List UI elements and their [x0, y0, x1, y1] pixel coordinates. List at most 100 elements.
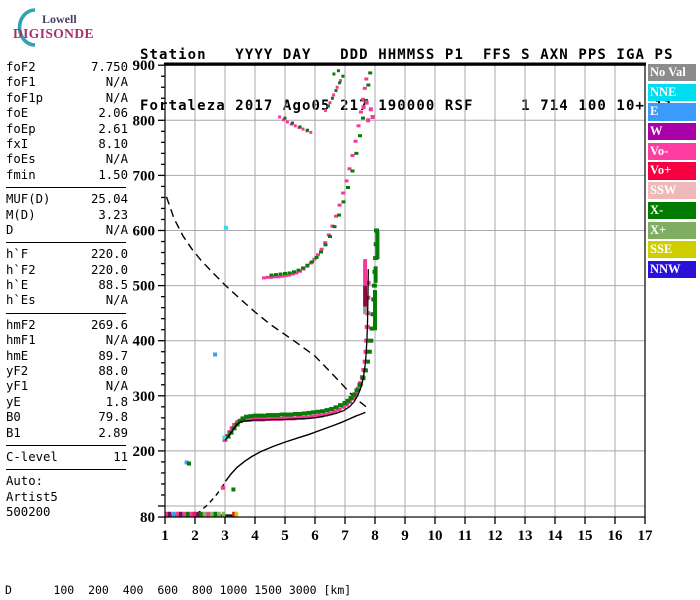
- divider: [6, 469, 126, 471]
- param-row-foF1p: foF1p N/A: [6, 91, 128, 106]
- legend-item-Vo-: Vo-: [648, 142, 696, 160]
- param-label: foF1: [6, 75, 36, 90]
- param-value: 7.750: [90, 60, 128, 74]
- param-value: 8.10: [98, 136, 128, 151]
- param-row-M-D-: M(D) 3.23: [6, 208, 128, 223]
- svg-text:12: 12: [488, 528, 503, 544]
- param-value: 88.0: [98, 364, 128, 379]
- param-label: D: [6, 222, 14, 237]
- param-row-hmE: hmE 89.7: [6, 349, 128, 364]
- param-value: 2.61: [98, 121, 128, 136]
- param-value: 220.0: [90, 262, 128, 277]
- param-label: h`Es: [6, 293, 36, 308]
- param-row-h-Es: h`Es N/A: [6, 293, 128, 308]
- svg-text:5: 5: [281, 528, 289, 544]
- param-row-foE: foE 2.06: [6, 106, 128, 121]
- param-value: 79.8: [98, 410, 128, 425]
- param-row-MUF-D-: MUF(D) 25.04: [6, 192, 128, 207]
- param-value: N/A: [105, 75, 128, 90]
- svg-text:7: 7: [341, 528, 349, 544]
- param-label: hmF2: [6, 317, 36, 332]
- svg-text:300: 300: [133, 389, 156, 405]
- svg-text:17: 17: [638, 528, 654, 544]
- svg-text:2: 2: [191, 528, 199, 544]
- axis-ticks: [158, 64, 646, 525]
- svg-text:500: 500: [133, 279, 156, 295]
- svg-text:200: 200: [133, 444, 156, 460]
- param-value: 2.06: [98, 106, 128, 121]
- param-row-hmF2: hmF2 269.6: [6, 318, 128, 333]
- legend-item-NNE: NNE: [648, 83, 696, 101]
- param-label: foE: [6, 106, 29, 121]
- legend-item-X+: X+: [648, 221, 696, 239]
- svg-text:80: 80: [140, 510, 155, 526]
- divider: [6, 312, 126, 314]
- profile-curve-solid: [225, 411, 366, 482]
- param-label: yE: [6, 394, 21, 409]
- header-fields-line: Station YYYY DAY DDD HHMMSS P1 FFS S AXN…: [140, 47, 674, 63]
- muf-transmission-curve: [165, 196, 370, 410]
- param-row-yF2: yF2 88.0: [6, 364, 128, 379]
- param-label: Artist5: [6, 489, 58, 504]
- param-row-Artist5: Artist5: [6, 490, 128, 505]
- param-label: 500200: [6, 505, 51, 520]
- legend-item-No-Val: No Val: [648, 64, 696, 82]
- param-row-h-F: h`F 220.0: [6, 247, 128, 262]
- lowell-digisonde-logo: Lowell DIGISONDE: [4, 4, 134, 50]
- legend-item-SSE: SSE: [648, 241, 696, 259]
- e-region-band: [164, 511, 239, 517]
- legend-item-Vo+: Vo+: [648, 162, 696, 180]
- param-label: h`F: [6, 247, 29, 262]
- svg-text:4: 4: [251, 528, 259, 544]
- param-row-Auto-: Auto:: [6, 474, 128, 489]
- y-axis-labels: 900 800 700 600 500 400 300 200 80: [133, 58, 156, 526]
- param-label: MUF(D): [6, 192, 51, 207]
- param-row-foF1: foF1 N/A: [6, 75, 128, 90]
- parameter-panel: foF2 7.750 foF1 N/A foF1p N/A foE 2.06 foEp 2.61 f…: [6, 60, 128, 521]
- param-value: N/A: [105, 333, 128, 348]
- param-value: N/A: [105, 293, 128, 308]
- param-value: 25.04: [90, 192, 128, 207]
- header-values-line: Fortaleza 2017 Ago05 217 190000 RSF 1 71…: [140, 98, 674, 114]
- legend-item-X-: X-: [648, 201, 696, 219]
- logo-arc-icon: [17, 8, 36, 47]
- param-value: N/A: [105, 222, 128, 237]
- param-value: 88.5: [98, 278, 128, 293]
- param-row-hmF1: hmF1 N/A: [6, 333, 128, 348]
- svg-text:700: 700: [133, 168, 156, 184]
- grid-lines: [165, 65, 645, 518]
- param-row-fxI: fxI 8.10: [6, 137, 128, 152]
- x-axis-labels: 1 2 3 4 5 6 7 8 9 10 11 12 13 14 15 16 17: [161, 528, 653, 544]
- model-curves: [165, 196, 370, 515]
- legend-item-E: E: [648, 103, 696, 121]
- spread-bars: [363, 230, 380, 331]
- param-label: C-level: [6, 449, 58, 464]
- svg-text:900: 900: [133, 58, 156, 74]
- param-value: 11: [113, 449, 128, 464]
- isolated-echo-specks: [184, 100, 375, 492]
- svg-text:16: 16: [608, 528, 624, 544]
- param-row-fmin: fmin 1.50: [6, 168, 128, 183]
- param-label: yF1: [6, 379, 29, 394]
- svg-text:800: 800: [133, 113, 156, 129]
- svg-text:1: 1: [161, 528, 169, 544]
- trace-F1-extraordinary: [225, 228, 379, 439]
- doppler-direction-legend: No Val NNE E W Vo- Vo+ SSW X- X+ SSE NNW: [648, 64, 696, 281]
- param-row-foEs: foEs N/A: [6, 152, 128, 167]
- svg-text:600: 600: [133, 224, 156, 240]
- param-value: N/A: [105, 152, 128, 167]
- param-row-foF2: foF2 7.750: [6, 60, 128, 75]
- param-value: 3.23: [98, 207, 128, 222]
- divider: [6, 444, 126, 446]
- param-row-yF1: yF1 N/A: [6, 379, 128, 394]
- param-row-yE: yE 1.8: [6, 395, 128, 410]
- param-row-h-F2: h`F2 220.0: [6, 263, 128, 278]
- trace-F3-extraordinary: [283, 69, 345, 132]
- param-value: 2.89: [98, 425, 128, 440]
- svg-text:9: 9: [401, 528, 409, 544]
- legend-item-SSW: SSW: [648, 182, 696, 200]
- param-row-B0: B0 79.8: [6, 410, 128, 425]
- param-row-h-E: h`E 88.5: [6, 278, 128, 293]
- svg-text:13: 13: [518, 528, 533, 544]
